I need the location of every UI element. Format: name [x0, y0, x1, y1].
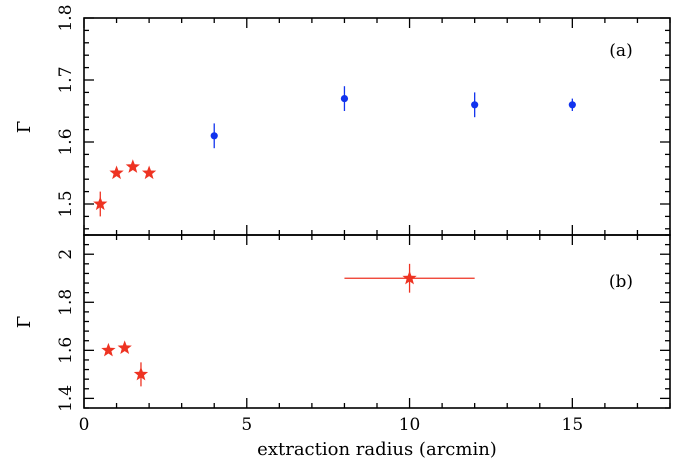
- panel-a-circle-point: [568, 101, 576, 109]
- panel-b-star-point: [101, 342, 116, 357]
- panel-a-star-point: [109, 165, 124, 180]
- x-axis-title: extraction radius (arcmin): [257, 439, 497, 460]
- panel-a-star-point: [125, 159, 140, 173]
- x-tick-label: 5: [241, 415, 252, 435]
- panel-a-ylabel: Γ: [14, 121, 35, 134]
- panel-b-star-point: [402, 270, 417, 285]
- x-tick-label: 10: [399, 415, 421, 435]
- x-tick-label: 15: [562, 415, 584, 435]
- panel-b-star-point: [133, 366, 149, 381]
- panel-b-y-tick-label: 2: [56, 249, 76, 260]
- panel-a: (a) Γ 1.5 1.6 1.7 1.8: [14, 4, 671, 236]
- panel-b-y-tick-label: 1.4: [56, 385, 76, 412]
- panel-a-circle-point: [210, 132, 218, 140]
- panel-b: (b) Γ extraction radius (arcmin) 1.4 1.6 1…: [14, 234, 671, 460]
- panel-a-star-point: [93, 196, 108, 211]
- panel-a-circle-point: [471, 101, 479, 109]
- panel-b-star-point: [117, 340, 132, 354]
- panel-a-star-point: [141, 165, 157, 180]
- panel-a-circle-point: [340, 95, 349, 103]
- panel-b-ylabel: Γ: [14, 316, 35, 329]
- panel-a-y-tick-label: 1.5: [56, 190, 76, 217]
- panel-a-frame: [83, 17, 671, 236]
- panel-b-frame: [83, 234, 671, 409]
- x-tick-label: 0: [79, 415, 90, 435]
- panel-b-y-tick-label: 1.6: [56, 337, 76, 364]
- panel-b-y-tick-label: 1.8: [56, 289, 76, 316]
- panel-a-y-tick-label: 1.7: [56, 66, 76, 93]
- panel-a-y-tick-label: 1.8: [56, 4, 76, 31]
- panel-a-y-tick-label: 1.6: [56, 128, 76, 155]
- panel-b-label: (b): [609, 272, 633, 292]
- panel-a-label: (a): [609, 41, 632, 61]
